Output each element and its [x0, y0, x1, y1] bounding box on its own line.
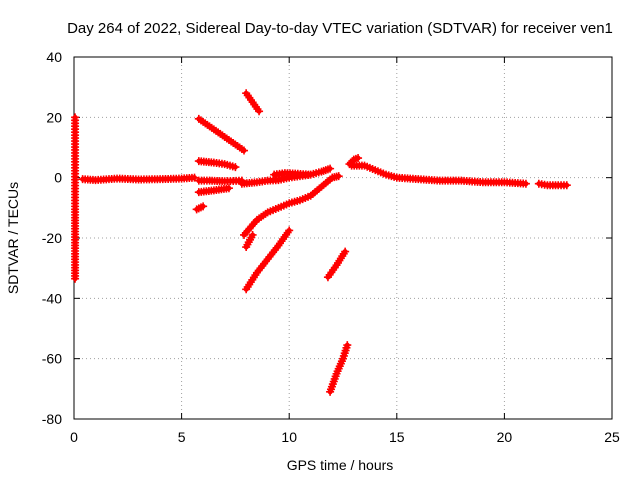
- data-point-marker: [285, 226, 294, 235]
- y-tick-label: -40: [42, 290, 62, 306]
- data-point-marker: [231, 163, 240, 172]
- y-tick-label: 40: [46, 49, 62, 65]
- data-series: [71, 89, 571, 396]
- chart-title: Day 264 of 2022, Sidereal Day-to-day VTE…: [67, 20, 613, 37]
- data-point-marker: [341, 247, 350, 256]
- data-point-marker: [521, 179, 530, 188]
- series-arc-g: [240, 172, 343, 239]
- x-tick-label: 15: [389, 429, 405, 445]
- data-point-marker: [255, 107, 264, 116]
- series-arc-l: [323, 247, 350, 282]
- series-edge-points: [71, 113, 80, 283]
- x-tick-label: 10: [281, 429, 297, 445]
- edge-point-marker: [71, 274, 80, 283]
- series-arc-k: [270, 169, 313, 179]
- x-tick-label: 25: [604, 429, 620, 445]
- series-arc-i: [242, 226, 294, 294]
- data-point-marker: [334, 172, 343, 181]
- series-baseline-early: [78, 173, 199, 185]
- data-point-marker: [562, 181, 571, 190]
- data-point-marker: [224, 184, 233, 193]
- series-arc-h: [242, 230, 257, 252]
- y-tick-label: -60: [42, 351, 62, 367]
- data-point-marker: [199, 202, 208, 211]
- y-tick-label: 0: [54, 170, 62, 186]
- x-tick-label: 20: [497, 429, 513, 445]
- series-arc-f: [242, 89, 264, 116]
- x-tick-label: 5: [178, 429, 186, 445]
- data-point-marker: [248, 230, 257, 239]
- series-arc-a: [194, 114, 249, 155]
- data-point-marker: [354, 154, 363, 163]
- data-point-marker: [343, 341, 352, 350]
- series-tail: [534, 179, 571, 190]
- x-tick-label: 0: [70, 429, 78, 445]
- data-point-marker: [326, 164, 335, 173]
- x-axis-title: GPS time / hours: [287, 457, 394, 473]
- series-arc-e: [192, 202, 208, 214]
- series-arc-d: [194, 184, 233, 197]
- y-axis-title: SDTVAR / TECUs: [5, 182, 21, 294]
- y-tick-label: -80: [42, 411, 62, 427]
- y-tick-label: 20: [46, 109, 62, 125]
- data-point-marker: [304, 170, 313, 179]
- series-baseline-late: [347, 161, 530, 188]
- series-arc-m: [326, 341, 352, 396]
- series-arc-b: [194, 157, 240, 172]
- y-tick-label: -20: [42, 230, 62, 246]
- grid-lines: [74, 57, 612, 419]
- data-point-marker: [190, 173, 199, 182]
- axis-ticks: 0 5 10 15 20 25 -80 -60 -40 -20 0 20 40: [42, 49, 620, 445]
- data-point-marker: [240, 146, 249, 155]
